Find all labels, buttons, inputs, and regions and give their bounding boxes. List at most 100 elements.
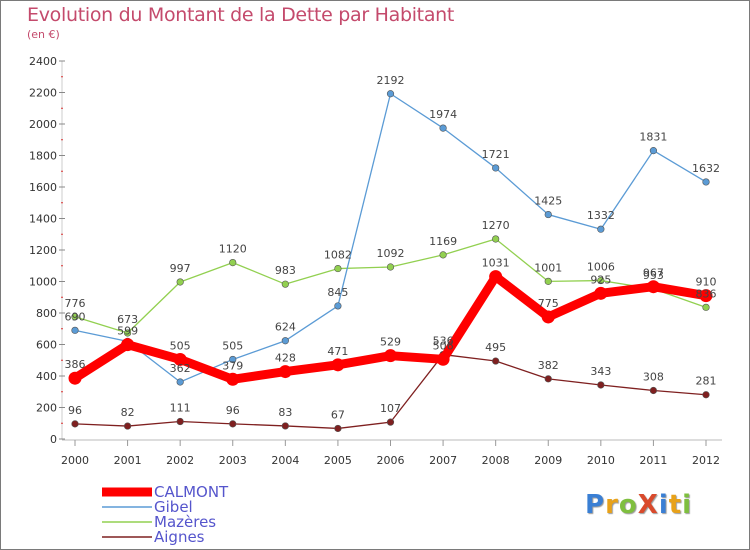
data-point: [71, 326, 79, 334]
data-label: 1721: [482, 148, 510, 161]
data-label: 308: [643, 370, 664, 383]
data-label: 1632: [692, 162, 720, 175]
proxiti-logo: ProXiti: [585, 490, 692, 520]
data-point: [597, 381, 605, 389]
x-tick-label: 2008: [482, 454, 510, 467]
y-tick-label: 400: [36, 370, 57, 383]
data-label: 953: [643, 269, 664, 282]
data-point: [489, 270, 503, 284]
y-tick-label: 1600: [29, 181, 57, 194]
data-point: [649, 147, 658, 155]
data-point: [334, 302, 342, 310]
data-label: 379: [222, 359, 243, 372]
data-label: 775: [538, 297, 559, 310]
legend-item: Mazères: [102, 513, 216, 531]
data-label: 1031: [482, 257, 510, 270]
data-point: [71, 313, 79, 321]
data-point: [121, 338, 135, 352]
data-label: 343: [590, 365, 611, 378]
data-point: [699, 289, 713, 303]
data-point: [649, 386, 658, 395]
series-aignes: [71, 350, 710, 433]
data-point: [594, 286, 608, 300]
data-point: [492, 235, 500, 243]
axes: 0 200 400 600 800 1000 1200 1400 1600 1800 2000 220…: [29, 55, 722, 467]
data-point: [544, 375, 552, 383]
legend-label: CALMONT: [154, 483, 229, 501]
y-tick-label: 1800: [29, 150, 57, 163]
x-tick-label: 2010: [587, 454, 615, 467]
data-point: [492, 164, 500, 172]
data-label: 673: [117, 313, 138, 326]
y-tick-label: 200: [36, 402, 57, 415]
x-tick-label: 2004: [271, 454, 299, 467]
legend-item: Gibel: [102, 498, 193, 516]
data-point: [597, 276, 605, 285]
data-labels: 96 82 111 96 83 67 107 536 495 382 343 308 281 776 673…: [65, 74, 721, 422]
data-point: [597, 225, 605, 233]
x-tick-label: 2007: [429, 454, 457, 467]
x-tick-label: 2005: [324, 454, 352, 467]
series-calmont: [68, 270, 713, 386]
data-point: [123, 329, 132, 337]
data-point: [334, 264, 342, 273]
data-label: 690: [65, 310, 86, 323]
logo-letter: i: [658, 490, 669, 520]
y-tick-label: 2400: [29, 55, 57, 68]
data-label: 1006: [587, 261, 615, 274]
data-point: [226, 372, 240, 386]
logo-letter: i: [682, 490, 693, 520]
data-label: 96: [68, 404, 82, 417]
logo-letter: r: [605, 490, 619, 520]
logo-letter: o: [618, 490, 638, 520]
data-label: 2192: [377, 74, 405, 87]
data-point: [123, 422, 132, 430]
data-label: 505: [222, 339, 243, 352]
data-label: 1425: [534, 195, 562, 208]
data-label: 386: [65, 358, 86, 371]
data-point: [281, 422, 289, 430]
data-point: [229, 355, 237, 364]
data-label: 1082: [324, 249, 352, 262]
data-label: 1120: [219, 243, 247, 256]
data-point: [281, 280, 289, 288]
data-label: 428: [275, 352, 296, 365]
x-tick-label: 2011: [639, 454, 667, 467]
data-label: 624: [275, 321, 296, 334]
series-layer: [68, 90, 713, 433]
x-tick-label: 2009: [534, 454, 562, 467]
data-label: 1092: [377, 247, 405, 260]
data-point: [702, 178, 710, 186]
data-label: 82: [121, 406, 135, 419]
y-tick-label: 1400: [29, 213, 57, 226]
data-point: [646, 280, 660, 294]
data-label: 83: [278, 406, 292, 419]
data-label: 495: [485, 341, 506, 354]
data-point: [68, 371, 82, 385]
data-point: [544, 277, 552, 285]
data-label: 506: [433, 339, 454, 352]
data-label: 536: [433, 335, 454, 348]
data-point: [278, 365, 292, 379]
data-point: [492, 357, 500, 365]
data-point: [386, 90, 395, 98]
data-label: 925: [590, 273, 611, 286]
chart-subtitle: (en €): [27, 28, 60, 41]
x-tick-label: 2003: [219, 454, 247, 467]
legend-item: Aignes: [102, 528, 205, 546]
legend-label: Mazères: [154, 513, 216, 531]
data-label: 382: [538, 359, 559, 372]
data-point: [176, 378, 184, 386]
data-label: 776: [65, 297, 86, 310]
logo-letter: P: [585, 490, 606, 520]
series-mazeres: [71, 235, 710, 337]
data-point: [386, 263, 395, 271]
data-label: 1332: [587, 209, 615, 222]
data-point: [541, 310, 555, 324]
data-label: 983: [275, 264, 296, 277]
y-tick-label: 1000: [29, 276, 57, 289]
data-point: [702, 391, 710, 399]
y-tick-label: 0: [50, 433, 57, 446]
